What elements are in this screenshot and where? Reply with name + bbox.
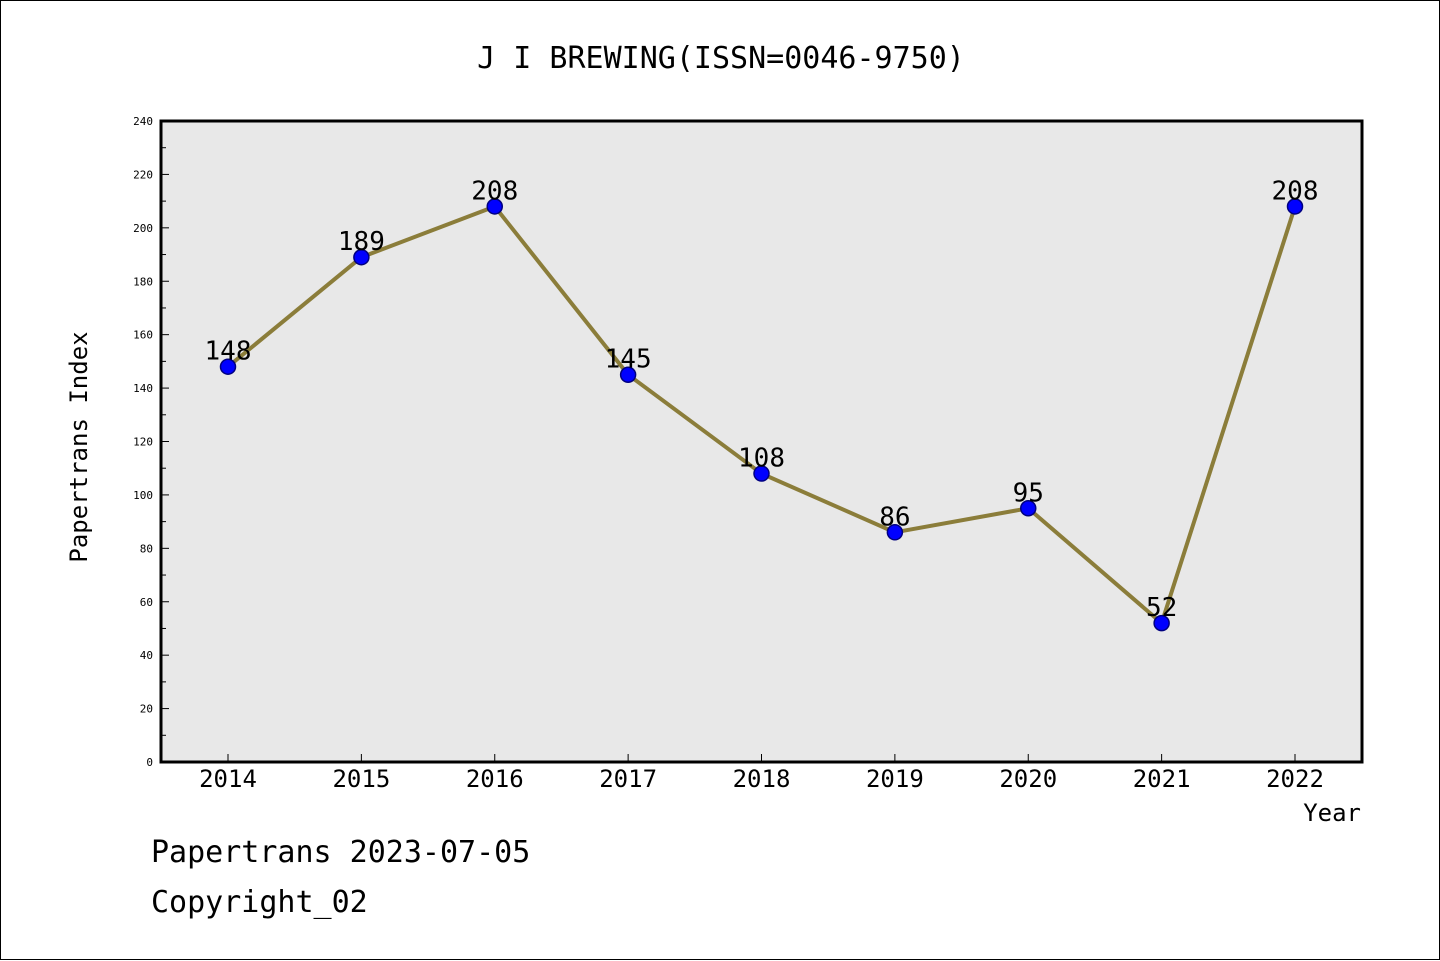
y-tick-label: 180 xyxy=(133,275,153,288)
data-point-marker xyxy=(1286,198,1304,215)
data-point-marker xyxy=(886,524,904,541)
data-point-label: 148 xyxy=(205,337,252,367)
footer-copyright-text: Copyright_02 xyxy=(151,885,368,920)
x-tick-label: 2022 xyxy=(1266,765,1324,793)
x-axis-ticks: 2014 2015 2016 2017 2018 2019 2020 2021 2022 xyxy=(199,754,1324,793)
x-tick-label: 2014 xyxy=(199,765,257,793)
y-tick-label: 0 xyxy=(146,756,153,769)
data-point-label: 86 xyxy=(879,502,910,532)
data-point-label: 208 xyxy=(1272,176,1319,206)
chart-title: J I BREWING(ISSN=0046-9750) xyxy=(477,41,965,76)
data-point-marker xyxy=(353,248,370,266)
x-tick-label: 2019 xyxy=(866,765,924,793)
x-tick-label: 2017 xyxy=(599,765,657,793)
footer-generated-text: Papertrans 2023-07-05 xyxy=(151,835,531,870)
data-point-label: 208 xyxy=(471,176,518,206)
x-tick-label: 2020 xyxy=(999,765,1057,793)
x-tick-label: 2018 xyxy=(733,765,791,793)
y-tick-label: 160 xyxy=(133,329,153,342)
data-point-label: 52 xyxy=(1146,593,1177,623)
y-axis-ticks: 0 20 40 60 80 100 120 140 160 180 200 220 240 xyxy=(133,115,169,769)
x-axis-label: Year xyxy=(1303,799,1361,827)
y-tick-label: 120 xyxy=(133,436,153,449)
y-axis-label: Papertrans Index xyxy=(65,331,93,562)
data-point-marker xyxy=(486,198,503,215)
data-point-label: 189 xyxy=(338,227,385,257)
y-tick-label: 20 xyxy=(140,703,153,716)
y-tick-label: 100 xyxy=(133,489,153,502)
x-tick-label: 2016 xyxy=(466,765,524,793)
data-point-label: 108 xyxy=(738,444,785,474)
data-point-marker xyxy=(1153,614,1170,632)
y-tick-label: 200 xyxy=(133,222,153,235)
y-tick-label: 60 xyxy=(140,596,153,609)
y-tick-label: 220 xyxy=(133,168,153,181)
data-point-label: 145 xyxy=(605,345,652,375)
y-tick-label: 80 xyxy=(140,542,153,555)
series-line-group: 148 189 208 145 108 86 95 52 208 xyxy=(205,176,1319,632)
data-point-marker xyxy=(619,366,637,383)
y-tick-label: 140 xyxy=(133,382,153,395)
x-tick-label: 2015 xyxy=(332,765,390,793)
plot-area xyxy=(159,119,1364,764)
data-point-label: 95 xyxy=(1013,478,1044,508)
y-tick-label: 240 xyxy=(133,115,153,128)
data-point-marker xyxy=(1020,500,1037,517)
data-point-marker xyxy=(219,358,237,375)
x-tick-label: 2021 xyxy=(1133,765,1191,793)
data-point-marker xyxy=(753,465,770,482)
y-tick-label: 40 xyxy=(140,649,153,662)
